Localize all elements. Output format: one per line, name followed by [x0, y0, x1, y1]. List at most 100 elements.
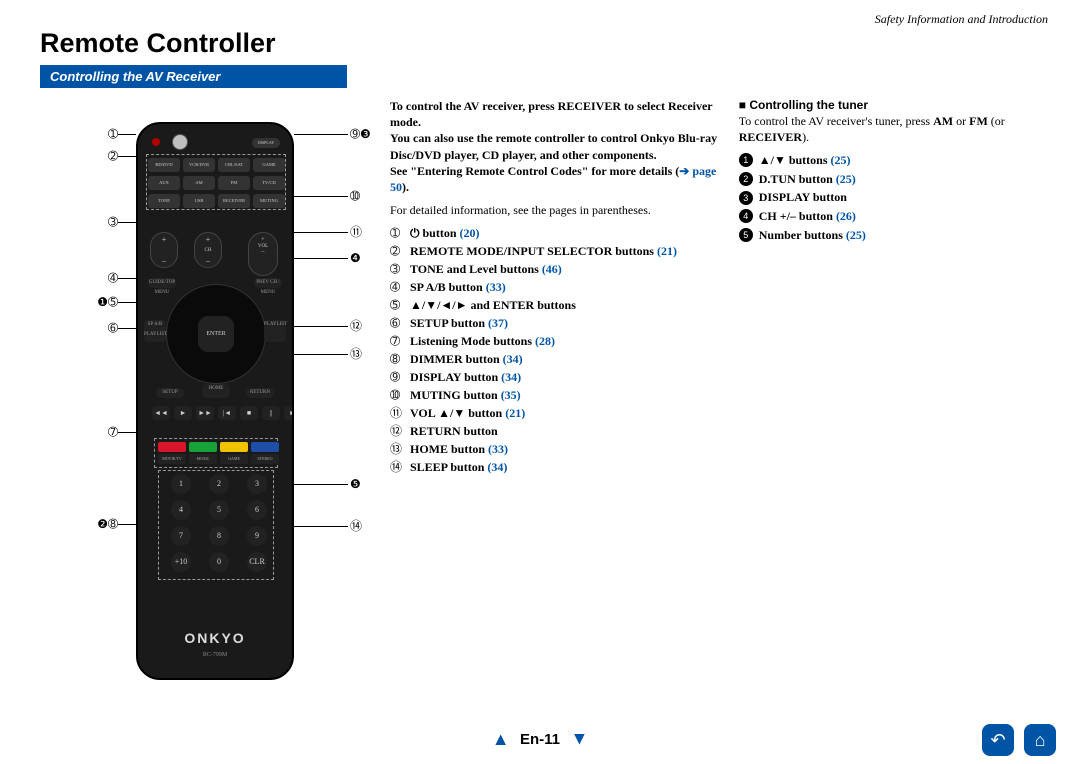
callout-right: ⑫ — [350, 320, 362, 332]
selector-btn: AM — [183, 176, 215, 190]
callout-left: ➅ — [88, 322, 118, 334]
selector-btn: GAME — [253, 158, 285, 172]
tuner-button-list: 1▲/▼ buttons (25)2D.TUN button (25)3DISP… — [739, 151, 1052, 244]
av-list-item: ➂TONE and Level buttons (46) — [390, 260, 727, 278]
selector-btn: TV/CD — [253, 176, 285, 190]
av-list-item: ➅SETUP button (37) — [390, 314, 727, 332]
page-footer: ▲ En-11 ▲ — [0, 729, 1080, 750]
prevch-btn: PREV CH / MENU — [254, 278, 282, 288]
transport-row: ◄◄►►► |◄■||►| — [152, 406, 294, 420]
callout-right: ❺ — [350, 478, 361, 490]
av-list-item: ➄▲/▼/◄/► and ENTER buttons — [390, 296, 727, 314]
num-btn: 2 — [209, 474, 229, 494]
callout-left: ➂ — [88, 216, 118, 228]
tuner-list-item: 5Number buttons (25) — [739, 226, 1052, 245]
enter-button: ENTER — [198, 316, 234, 352]
av-list-item: ⑫RETURN button — [390, 422, 727, 440]
callout-right: ⑪ — [350, 226, 362, 238]
callout-line — [118, 432, 136, 433]
callout-right: ⑭ — [350, 520, 362, 532]
selector-btn: BD/DVD — [148, 158, 180, 172]
callout-right: ⑬ — [350, 348, 362, 360]
page-number: En-11 — [520, 731, 560, 748]
home-icon[interactable]: ⌂ — [1024, 724, 1056, 756]
num-btn: 6 — [247, 500, 267, 520]
num-btn: 3 — [247, 474, 267, 494]
playlist-btn: PLAYLIST — [264, 320, 286, 342]
tone-pill: +– — [150, 232, 178, 268]
callout-line — [118, 302, 136, 303]
tone-ch-row: +– +CH– — [150, 232, 222, 268]
selector-btn: RECEIVER — [218, 194, 250, 208]
av-description-column: To control the AV receiver, press RECEIV… — [390, 98, 739, 476]
selector-btn: CBL/SAT — [218, 158, 250, 172]
tuner-list-item: 1▲/▼ buttons (25) — [739, 151, 1052, 170]
callout-line — [118, 278, 136, 279]
power-button — [172, 134, 188, 150]
callout-line — [294, 484, 348, 485]
callout-left: ➃ — [88, 272, 118, 284]
av-list-item: ➃SP A/B button (33) — [390, 278, 727, 296]
callout-line — [294, 258, 348, 259]
callout-right: ❹ — [350, 252, 361, 264]
next-page-icon[interactable]: ▲ — [570, 729, 588, 750]
av-list-item: ➁REMOTE MODE/INPUT SELECTOR buttons (21) — [390, 242, 727, 260]
callout-left: ❷➇ — [88, 518, 118, 530]
av-list-item: ➉MUTING button (35) — [390, 386, 727, 404]
selector-btn: AUX — [148, 176, 180, 190]
display-button: DISPLAY — [252, 138, 280, 148]
callout-line — [294, 232, 348, 233]
corner-nav: ↶ ⌂ — [976, 724, 1056, 756]
av-button-list: ➀⏻ button (20)➁REMOTE MODE/INPUT SELECTO… — [390, 224, 727, 476]
tuner-heading: Controlling the tuner — [739, 98, 1052, 112]
av-list-item: ➇DIMMER button (34) — [390, 350, 727, 368]
num-btn: 0 — [209, 552, 229, 572]
callout-right: ➈❸ — [350, 128, 371, 140]
num-btn: 9 — [247, 526, 267, 546]
selector-btn: USB — [183, 194, 215, 208]
setup-btn: SETUP — [156, 388, 184, 398]
mode-row: MOVIE/TVMUSICGAMESTEREO — [158, 454, 279, 464]
prev-page-icon[interactable]: ▲ — [492, 729, 510, 750]
callout-line — [118, 328, 136, 329]
tuner-list-item: 2D.TUN button (25) — [739, 170, 1052, 189]
led-indicator — [152, 138, 160, 146]
page-title: Remote Controller — [40, 28, 1052, 59]
model-label: RC-799M — [138, 652, 292, 658]
numpad: 123456789+100CLR — [166, 474, 272, 572]
num-btn: 5 — [209, 500, 229, 520]
vol-pill: +VOL– — [248, 232, 278, 276]
callout-left: ➀ — [88, 128, 118, 140]
tuner-desc: To control the AV receiver's tuner, pres… — [739, 114, 1052, 145]
selector-btn: MUTING — [253, 194, 285, 208]
selector-btn: FM — [218, 176, 250, 190]
av-list-item: ➈DISPLAY button (34) — [390, 368, 727, 386]
callout-line — [294, 326, 348, 327]
av-list-item: ⑬HOME button (33) — [390, 440, 727, 458]
subtitle-bar: Controlling the AV Receiver — [40, 65, 347, 88]
av-list-item: ➀⏻ button (20) — [390, 224, 727, 242]
back-icon[interactable]: ↶ — [982, 724, 1014, 756]
callout-right: ➉ — [350, 190, 360, 202]
tuner-list-item: 3DISPLAY button — [739, 188, 1052, 207]
callout-line — [294, 196, 348, 197]
color-row — [158, 442, 279, 452]
mode-btn: STEREO — [251, 454, 279, 464]
num-btn: +10 — [171, 552, 191, 572]
callout-left: ➆ — [88, 426, 118, 438]
callout-line — [294, 134, 348, 135]
callout-line — [118, 524, 136, 525]
mode-btn: GAME — [220, 454, 248, 464]
selector-btn: VCR/DVR — [183, 158, 215, 172]
av-list-item: ⑭SLEEP button (34) — [390, 458, 727, 476]
section-header: Safety Information and Introduction — [875, 12, 1048, 27]
num-btn: 8 — [209, 526, 229, 546]
mode-btn: MOVIE/TV — [158, 454, 186, 464]
num-btn: 7 — [171, 526, 191, 546]
callout-left: ❶➄ — [88, 296, 118, 308]
num-btn: 4 — [171, 500, 191, 520]
selector-btn: TONE — [148, 194, 180, 208]
num-btn: CLR — [247, 552, 267, 572]
av-list-item: ⑪VOL ▲/▼ button (21) — [390, 404, 727, 422]
home-btn: HOME — [202, 384, 230, 398]
